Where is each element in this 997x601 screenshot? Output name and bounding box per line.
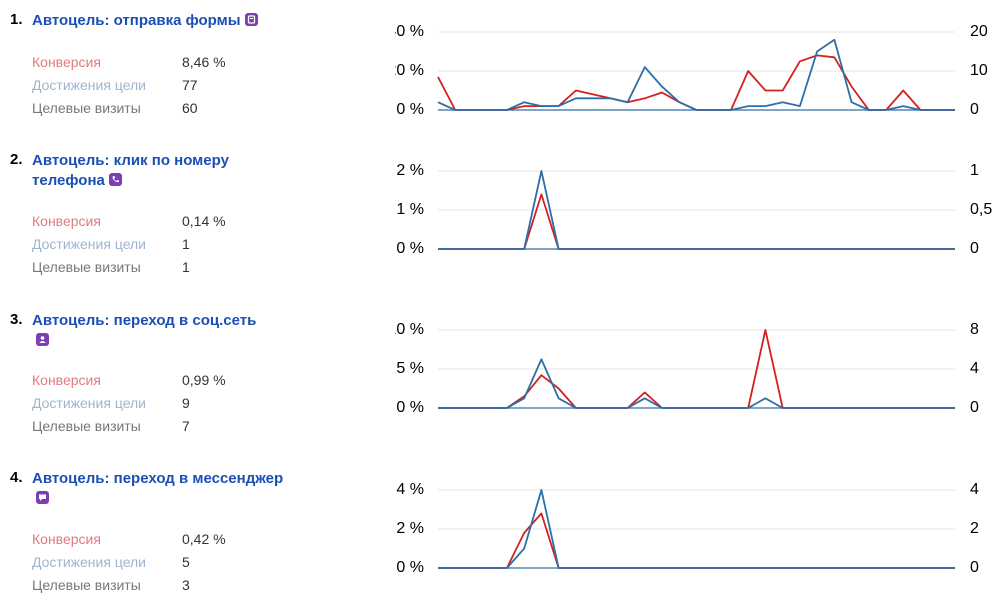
messenger-icon <box>36 491 49 504</box>
left-axis-tick-label: 20 % <box>395 62 424 79</box>
metric-visits: Целевые визиты 60 <box>32 100 272 120</box>
metric-label: Конверсия <box>32 54 101 70</box>
left-axis-tick-label: 2 % <box>396 520 424 537</box>
right-axis-tick-label: 2 <box>970 520 979 537</box>
right-axis-tick-label: 0 <box>970 240 979 257</box>
right-axis-tick-label: 4 <box>970 481 979 498</box>
left-axis-tick-label: 0 % <box>396 240 424 257</box>
left-axis-tick-label: 4 % <box>396 481 424 498</box>
metric-value: 3 <box>182 577 190 593</box>
right-axis-tick-label: 1 <box>970 162 979 179</box>
metric-value: 1 <box>182 259 190 275</box>
metric-achievements: Достижения цели 1 <box>32 236 272 256</box>
phone-icon <box>108 173 122 186</box>
goal-title-link[interactable]: Автоцель: переход в мессенджер <box>32 469 302 509</box>
right-axis-tick-label: 20 <box>970 23 988 40</box>
goal-number: 4. <box>10 469 23 486</box>
metric-conversion: Конверсия 0,42 % <box>32 531 272 551</box>
goal-chart[interactable]: 40 % 20 20 % 10 0 % 0 <box>395 22 995 122</box>
metric-visits: Целевые визиты 3 <box>32 577 272 597</box>
goal-title-text: Автоцель: отправка формы <box>32 12 241 29</box>
left-axis-tick-label: 40 % <box>395 23 424 40</box>
metric-visits: Целевые визиты 1 <box>32 259 272 279</box>
right-axis-tick-label: 4 <box>970 360 979 377</box>
goal-title-text: Автоцель: клик по номеру телефона <box>32 152 229 189</box>
form-icon <box>244 13 258 26</box>
conversion-series-line <box>437 54 955 111</box>
metric-label: Достижения цели <box>32 236 147 252</box>
metric-value: 1 <box>182 236 190 252</box>
metric-label: Целевые визиты <box>32 577 141 593</box>
left-axis-tick-label: 2 % <box>396 162 424 179</box>
goal-chart[interactable]: 2 % 1 1 % 0,5 0 % 0 <box>395 161 995 261</box>
metric-label: Конверсия <box>32 213 101 229</box>
metric-label: Достижения цели <box>32 77 147 93</box>
social-icon <box>36 333 49 346</box>
metric-achievements: Достижения цели 5 <box>32 554 272 574</box>
metric-value: 9 <box>182 395 190 411</box>
goal-number: 3. <box>10 311 23 328</box>
goal-title-link[interactable]: Автоцель: отправка формы <box>32 11 302 31</box>
right-axis-tick-label: 0,5 <box>970 201 992 218</box>
metric-label: Конверсия <box>32 531 101 547</box>
left-axis-tick-label: 0 % <box>396 559 424 576</box>
metric-value: 0,14 % <box>182 213 226 229</box>
metric-label: Целевые визиты <box>32 259 141 275</box>
metric-label: Целевые визиты <box>32 418 141 434</box>
goal-title-text: Автоцель: переход в соц.сеть <box>32 312 257 329</box>
conversion-series-line <box>438 512 955 569</box>
metric-visits: Целевые визиты 7 <box>32 418 272 438</box>
goal-title-text: Автоцель: переход в мессенджер <box>32 470 284 487</box>
metric-achievements: Достижения цели 77 <box>32 77 272 97</box>
right-axis-tick-label: 8 <box>970 321 979 338</box>
metric-label: Конверсия <box>32 372 101 388</box>
metric-value: 60 <box>182 100 198 116</box>
left-axis-tick-label: 0 % <box>396 399 424 416</box>
metric-value: 77 <box>182 77 198 93</box>
metric-label: Целевые визиты <box>32 100 141 116</box>
chart-plot: 4 % 4 2 % 2 0 % 0 <box>396 481 979 576</box>
metric-value: 0,42 % <box>182 531 226 547</box>
right-axis-tick-label: 0 <box>970 399 979 416</box>
goal-title-link[interactable]: Автоцель: клик по номеру телефона <box>32 151 302 191</box>
metric-conversion: Конверсия 0,14 % <box>32 213 272 233</box>
metric-value: 5 <box>182 554 190 570</box>
goal-chart[interactable]: 4 % 4 2 % 2 0 % 0 <box>395 480 995 580</box>
left-axis-tick-label: 1 % <box>396 201 424 218</box>
goal-number: 2. <box>10 151 23 168</box>
metric-conversion: Конверсия 8,46 % <box>32 54 272 74</box>
achievements-series-line <box>438 170 955 250</box>
metric-achievements: Достижения цели 9 <box>32 395 272 415</box>
right-axis-tick-label: 0 <box>970 559 979 576</box>
left-axis-tick-label: 0 % <box>396 101 424 118</box>
metric-value: 0,99 % <box>182 372 226 388</box>
achievements-series-line <box>438 358 955 409</box>
achievements-series-line <box>438 489 955 569</box>
metric-value: 8,46 % <box>182 54 226 70</box>
conversion-series-line <box>438 193 955 250</box>
right-axis-tick-label: 10 <box>970 62 988 79</box>
metric-label: Достижения цели <box>32 395 147 411</box>
metric-value: 7 <box>182 418 190 434</box>
achievements-series-line <box>437 38 955 111</box>
left-axis-tick-label: 5 % <box>396 360 424 377</box>
chart-plot: 2 % 1 1 % 0,5 0 % 0 <box>396 162 992 257</box>
chart-plot: 10 % 8 5 % 4 0 % 0 <box>395 321 979 416</box>
left-axis-tick-label: 10 % <box>395 321 424 338</box>
metric-conversion: Конверсия 0,99 % <box>32 372 272 392</box>
right-axis-tick-label: 0 <box>970 101 979 118</box>
goal-number: 1. <box>10 11 23 28</box>
goal-title-link[interactable]: Автоцель: переход в соц.сеть <box>32 311 302 351</box>
goal-chart[interactable]: 10 % 8 5 % 4 0 % 0 <box>395 320 995 420</box>
chart-plot: 40 % 20 20 % 10 0 % 0 <box>395 23 988 118</box>
metric-label: Достижения цели <box>32 554 147 570</box>
